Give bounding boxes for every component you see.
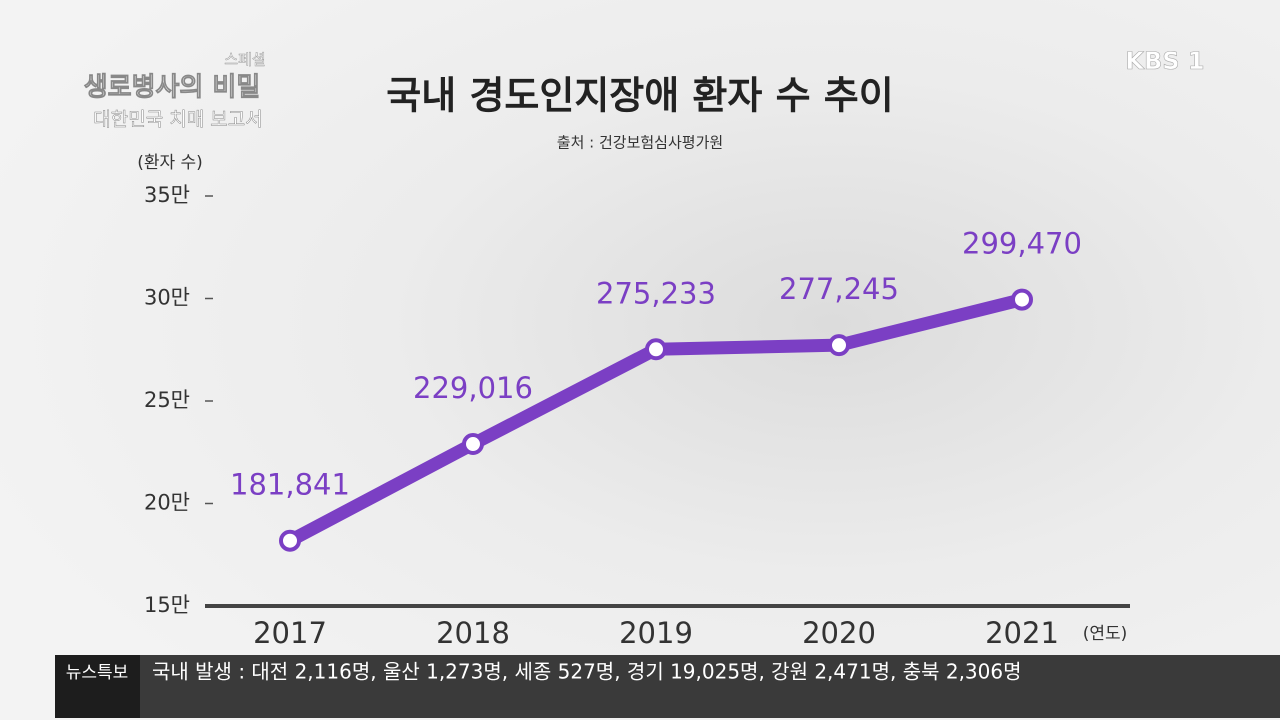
data-point — [828, 334, 850, 357]
y-tick-label: 25만 — [144, 388, 190, 412]
x-axis-label: (연도) — [1083, 624, 1128, 644]
y-tick-label: 35만 — [144, 183, 190, 207]
ticker-text: 국내 발생 : 대전 2,116명, 울산 1,273명, 세종 527명, 경… — [152, 660, 1022, 684]
x-tick-label: 2017 — [253, 616, 327, 650]
data-label: 181,841 — [230, 468, 350, 502]
y-tick-label: 30만 — [144, 286, 190, 310]
x-tick-label: 2018 — [436, 616, 510, 650]
data-label: 229,016 — [413, 371, 533, 405]
x-tick-label: 2019 — [619, 616, 693, 650]
chart-subtitle: 출처 : 건강보험심사평가원 — [557, 134, 723, 152]
y-tick-label: 15만 — [144, 593, 190, 617]
data-point — [1011, 288, 1033, 311]
program-title: 생로병사의 비밀 — [84, 73, 261, 103]
program-tag: 스페셜 — [224, 51, 265, 69]
chart-title: 국내 경도인지장애 환자 수 추이 — [386, 74, 893, 118]
x-tick-label: 2020 — [802, 616, 876, 650]
y-tick-label: 20만 — [144, 491, 190, 515]
ticker-label-box — [55, 655, 140, 718]
channel-logo: KBS 1 — [1125, 47, 1204, 75]
data-label: 277,245 — [779, 272, 899, 306]
program-subtitle: 대한민국 치매 보고서 — [93, 109, 262, 131]
ticker-label: 뉴스특보 — [66, 663, 129, 683]
data-point — [645, 338, 667, 361]
x-tick-label: 2021 — [985, 616, 1059, 650]
data-point — [462, 433, 484, 456]
ticker-bar — [55, 655, 1280, 718]
data-label: 275,233 — [596, 276, 716, 310]
data-point — [279, 529, 301, 552]
data-label: 299,470 — [962, 227, 1082, 261]
y-axis-label: (환자 수) — [137, 153, 203, 173]
